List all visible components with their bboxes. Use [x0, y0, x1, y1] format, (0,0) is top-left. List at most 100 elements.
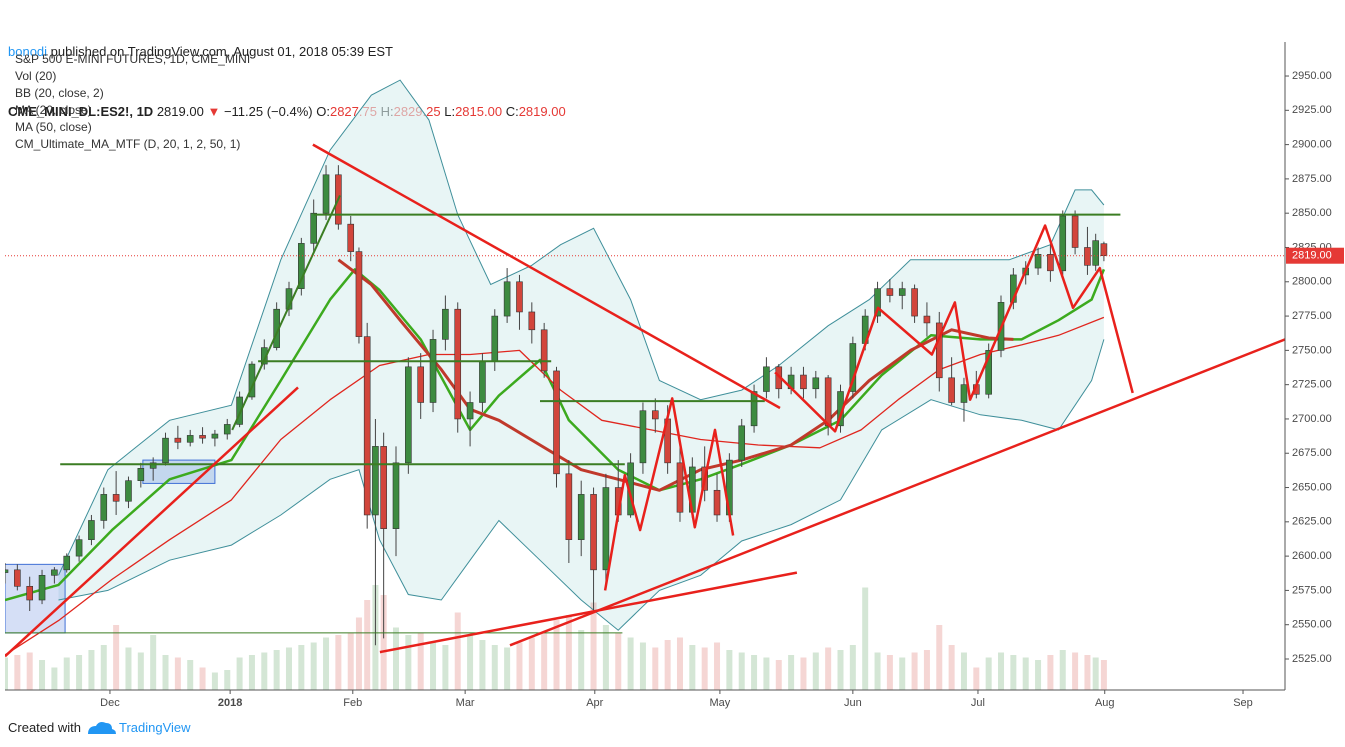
volume-bar: [335, 635, 342, 690]
candle-body: [454, 308, 462, 420]
y-tick-label: 2800.00: [1292, 276, 1332, 288]
volume-bar: [1100, 660, 1107, 690]
volume-bar: [51, 667, 58, 690]
author[interactable]: bonodi: [8, 44, 48, 59]
candle-body: [676, 462, 684, 513]
y-tick-label: 2600.00: [1292, 550, 1332, 562]
legend-entry: CM_Ultimate_MA_MTF (D, 20, 1, 2, 50, 1): [15, 137, 240, 151]
volume-bar: [261, 652, 268, 690]
candle-body: [405, 366, 412, 464]
candle-body: [1047, 254, 1054, 272]
candle-body: [125, 480, 132, 502]
trend-line: [603, 397, 735, 591]
trend-line: [5, 386, 299, 658]
volume-bar: [639, 642, 646, 690]
candle-body: [985, 350, 992, 395]
volume-bar: [1047, 655, 1054, 690]
volume-bar: [454, 612, 461, 690]
candle-body: [112, 494, 120, 502]
candle-body: [528, 311, 536, 331]
candle-body: [923, 315, 931, 324]
legend-entry: MA (20, close): [15, 103, 92, 117]
volume-bar: [442, 645, 449, 690]
volume-bar: [553, 620, 560, 690]
candle-body: [429, 339, 437, 403]
candle-body: [874, 288, 881, 317]
candle-body: [713, 489, 721, 516]
candle: [1084, 226, 1091, 275]
y-tick-label: 2550.00: [1292, 619, 1332, 631]
quote-value: 2815.00: [455, 104, 503, 119]
chart-title: S&P 500 E-MINI FUTURES, 1D, CME_MINI: [15, 52, 250, 66]
logo: [88, 722, 116, 734]
band-line: [58, 79, 1105, 576]
volume-bar: [973, 667, 980, 690]
candle-body: [223, 424, 231, 435]
y-tick-label: 2525.00: [1292, 653, 1332, 665]
candle: [466, 391, 474, 447]
candle: [503, 268, 511, 323]
candle: [923, 302, 931, 337]
volume-bar: [347, 632, 354, 690]
quote-value: 2819.00: [518, 104, 566, 119]
candle: [985, 343, 992, 399]
legend-entry: BB (20, close, 2): [15, 86, 104, 100]
arrow: ▼: [207, 104, 221, 119]
volume-bar: [248, 655, 255, 690]
trend-line: [509, 338, 1285, 647]
quote-label: O:: [316, 104, 330, 119]
candle: [236, 391, 243, 428]
candle-body: [322, 174, 330, 214]
candle: [590, 487, 597, 611]
brand[interactable]: TradingView: [118, 720, 191, 735]
volume-bar: [88, 650, 95, 690]
volume-bar: [676, 637, 683, 690]
candle-body: [1071, 215, 1079, 248]
candle: [186, 429, 194, 447]
candle-body: [750, 391, 758, 427]
candle: [565, 460, 573, 563]
volume-bar: [380, 595, 387, 690]
candle: [100, 487, 108, 529]
volume-bar: [664, 640, 671, 690]
volume-bar: [1059, 650, 1066, 690]
volume-bar: [1084, 655, 1091, 690]
candle-body: [174, 437, 182, 443]
candle: [322, 165, 330, 221]
x-tick-label: Mar: [456, 697, 475, 709]
last-price-label: 2819.00: [1292, 250, 1332, 262]
created-with: Created with: [8, 720, 81, 735]
candle-body: [738, 425, 746, 461]
candle: [738, 418, 746, 467]
candle: [137, 462, 145, 488]
y-tick-label: 2900.00: [1292, 139, 1332, 151]
last-price-box: [1286, 247, 1344, 264]
candle: [1071, 210, 1079, 255]
volume-bar: [162, 655, 169, 690]
candle-body: [63, 555, 71, 571]
volume-bar: [849, 645, 856, 690]
y-tick-label: 2625.00: [1292, 516, 1332, 528]
volume-bar: [113, 625, 120, 690]
candle: [800, 366, 807, 399]
candle: [125, 476, 132, 509]
x-tick-label: May: [710, 697, 731, 709]
candle: [174, 425, 182, 450]
candle-body: [565, 473, 573, 540]
volume-bar: [652, 647, 659, 690]
candle: [310, 199, 317, 252]
y-tick-label: 2875.00: [1292, 173, 1332, 185]
candle-body: [51, 569, 58, 576]
volume-bar: [590, 602, 597, 690]
legend-entry: MA (50, close): [15, 120, 92, 134]
candle: [347, 215, 355, 262]
volume-bar: [199, 667, 206, 690]
candle: [886, 279, 894, 303]
candle-body: [347, 223, 355, 252]
candle-body: [577, 494, 585, 540]
logo-icon: [88, 722, 116, 734]
volume-bar: [224, 670, 231, 690]
candle-body: [590, 494, 597, 571]
volume-bar: [763, 657, 770, 690]
ma-line: [5, 316, 1105, 656]
